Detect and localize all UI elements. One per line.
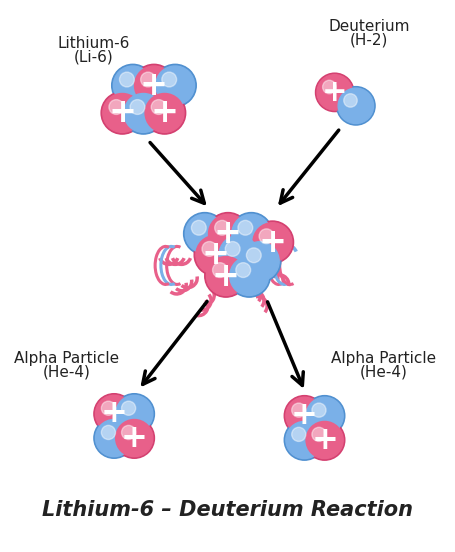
Text: +: + bbox=[108, 97, 136, 130]
Circle shape bbox=[134, 66, 173, 105]
Circle shape bbox=[316, 75, 352, 110]
Text: +: + bbox=[258, 226, 286, 259]
Circle shape bbox=[253, 222, 291, 262]
Circle shape bbox=[225, 242, 239, 256]
Circle shape bbox=[124, 93, 162, 132]
Circle shape bbox=[207, 213, 248, 255]
Circle shape bbox=[95, 420, 132, 457]
Circle shape bbox=[230, 213, 272, 255]
Circle shape bbox=[285, 397, 322, 434]
Circle shape bbox=[140, 72, 155, 87]
Circle shape bbox=[130, 99, 145, 114]
Circle shape bbox=[111, 64, 154, 107]
Circle shape bbox=[195, 235, 234, 274]
Circle shape bbox=[145, 93, 184, 132]
Circle shape bbox=[246, 248, 261, 263]
Text: +: + bbox=[213, 217, 242, 250]
Circle shape bbox=[191, 220, 206, 235]
Circle shape bbox=[304, 396, 344, 436]
Circle shape bbox=[121, 426, 136, 439]
Circle shape bbox=[238, 240, 280, 282]
Circle shape bbox=[101, 426, 115, 439]
Text: +: + bbox=[290, 400, 317, 431]
Circle shape bbox=[109, 99, 123, 114]
Text: (He-4): (He-4) bbox=[42, 365, 90, 380]
Circle shape bbox=[94, 418, 134, 458]
Circle shape bbox=[238, 220, 252, 235]
Circle shape bbox=[206, 257, 245, 295]
Circle shape bbox=[228, 255, 270, 297]
Circle shape bbox=[311, 427, 325, 442]
Text: (He-4): (He-4) bbox=[359, 365, 407, 380]
Circle shape bbox=[102, 93, 142, 132]
Text: Alpha Particle: Alpha Particle bbox=[330, 352, 435, 367]
Text: +: + bbox=[121, 423, 147, 454]
Circle shape bbox=[305, 397, 343, 434]
Text: +: + bbox=[101, 399, 127, 429]
Circle shape bbox=[151, 99, 166, 114]
Circle shape bbox=[291, 427, 305, 442]
Circle shape bbox=[122, 92, 164, 134]
Circle shape bbox=[283, 396, 324, 436]
Circle shape bbox=[336, 87, 374, 125]
Circle shape bbox=[338, 88, 373, 124]
Circle shape bbox=[116, 395, 152, 432]
Circle shape bbox=[194, 233, 236, 276]
Circle shape bbox=[258, 229, 273, 243]
Circle shape bbox=[113, 66, 152, 105]
Circle shape bbox=[116, 420, 152, 457]
Text: +: + bbox=[140, 69, 167, 102]
Circle shape bbox=[212, 263, 227, 278]
Circle shape bbox=[311, 403, 325, 417]
Circle shape bbox=[185, 214, 224, 253]
Circle shape bbox=[322, 80, 335, 94]
Text: +: + bbox=[150, 97, 178, 130]
Circle shape bbox=[94, 394, 134, 434]
Text: +: + bbox=[310, 424, 337, 455]
Circle shape bbox=[208, 214, 247, 253]
Circle shape bbox=[283, 420, 324, 460]
Text: Alpha Particle: Alpha Particle bbox=[14, 352, 119, 367]
Circle shape bbox=[95, 395, 132, 432]
Circle shape bbox=[119, 72, 134, 87]
Circle shape bbox=[204, 255, 247, 297]
Circle shape bbox=[240, 242, 278, 280]
Circle shape bbox=[114, 394, 154, 434]
Text: (H-2): (H-2) bbox=[349, 32, 388, 47]
Circle shape bbox=[183, 213, 225, 255]
Text: (Li-6): (Li-6) bbox=[73, 50, 113, 65]
Circle shape bbox=[304, 420, 344, 460]
Circle shape bbox=[214, 220, 229, 235]
Circle shape bbox=[202, 242, 216, 256]
Circle shape bbox=[285, 421, 322, 459]
Text: +: + bbox=[201, 238, 229, 272]
Circle shape bbox=[155, 66, 194, 105]
Circle shape bbox=[101, 401, 115, 415]
Circle shape bbox=[217, 233, 259, 276]
Text: Lithium-6 – Deuterium Reaction: Lithium-6 – Deuterium Reaction bbox=[42, 500, 413, 520]
Circle shape bbox=[132, 64, 175, 107]
Text: Deuterium: Deuterium bbox=[328, 19, 409, 34]
Text: +: + bbox=[212, 259, 239, 293]
Circle shape bbox=[101, 92, 143, 134]
Circle shape bbox=[143, 92, 185, 134]
Circle shape bbox=[114, 418, 154, 458]
Circle shape bbox=[251, 221, 293, 263]
Circle shape bbox=[291, 403, 305, 417]
Text: Lithium-6: Lithium-6 bbox=[57, 36, 129, 51]
Circle shape bbox=[235, 263, 250, 278]
Circle shape bbox=[305, 421, 343, 459]
Text: +: + bbox=[321, 78, 347, 107]
Circle shape bbox=[229, 257, 268, 295]
Circle shape bbox=[343, 94, 356, 107]
Circle shape bbox=[219, 235, 258, 274]
Circle shape bbox=[154, 64, 196, 107]
Circle shape bbox=[121, 401, 136, 415]
Circle shape bbox=[162, 72, 176, 87]
Circle shape bbox=[315, 73, 353, 112]
Circle shape bbox=[231, 214, 270, 253]
